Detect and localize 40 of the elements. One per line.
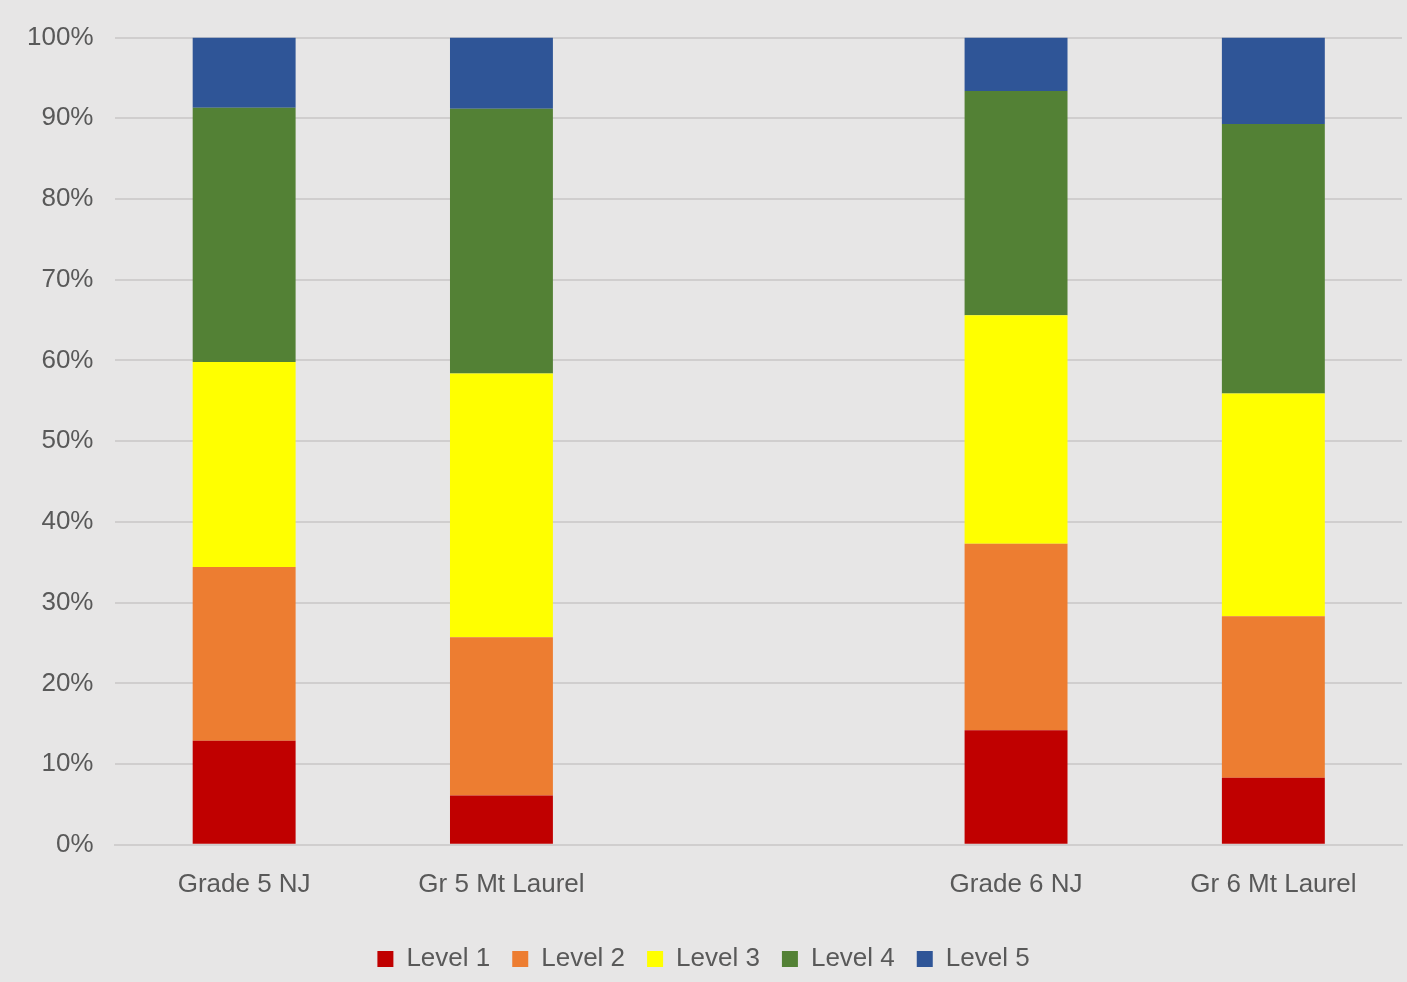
bar bbox=[192, 740, 296, 844]
legend-label: Level 3 bbox=[676, 942, 760, 973]
bar bbox=[964, 90, 1068, 316]
y-tick-label: 50% bbox=[41, 424, 94, 455]
x-tick-label: Grade 6 NJ bbox=[949, 867, 1083, 898]
bar bbox=[192, 107, 296, 363]
bar bbox=[449, 795, 553, 844]
y-tick-label: 10% bbox=[41, 747, 94, 778]
legend-label: Level 5 bbox=[945, 942, 1030, 973]
bar bbox=[192, 37, 296, 108]
bar bbox=[964, 315, 1068, 544]
bar bbox=[449, 108, 553, 374]
x-tick-label: Grade 5 NJ bbox=[177, 867, 311, 898]
y-tick-label: 30% bbox=[41, 585, 94, 616]
y-tick-label: 70% bbox=[41, 262, 94, 293]
legend-label: Level 1 bbox=[406, 942, 491, 973]
y-tick-label: 100% bbox=[27, 20, 94, 51]
x-tick-label: Gr 5 Mt Laurel bbox=[418, 867, 585, 898]
y-tick-label: 0% bbox=[55, 827, 94, 858]
bar bbox=[1221, 37, 1325, 124]
y-tick-label: 40% bbox=[41, 505, 94, 536]
x-tick-label: Gr 6 Mt Laurel bbox=[1190, 867, 1357, 898]
legend-label: Level 4 bbox=[810, 942, 895, 973]
bar bbox=[449, 637, 553, 796]
bar bbox=[1221, 123, 1325, 394]
y-tick-label: 60% bbox=[41, 343, 94, 374]
bar bbox=[964, 543, 1068, 731]
legend-label: Level 2 bbox=[541, 942, 626, 973]
bar bbox=[1221, 393, 1325, 617]
bar bbox=[1221, 616, 1325, 778]
bar bbox=[449, 373, 553, 638]
bar bbox=[192, 362, 296, 568]
y-tick-label: 80% bbox=[41, 182, 94, 213]
y-tick-label: 90% bbox=[41, 101, 94, 132]
bar bbox=[964, 730, 1068, 844]
y-tick-label: 20% bbox=[41, 666, 94, 697]
bar bbox=[449, 37, 553, 109]
bar bbox=[1221, 777, 1325, 844]
bar bbox=[192, 567, 296, 741]
bar bbox=[964, 37, 1068, 91]
